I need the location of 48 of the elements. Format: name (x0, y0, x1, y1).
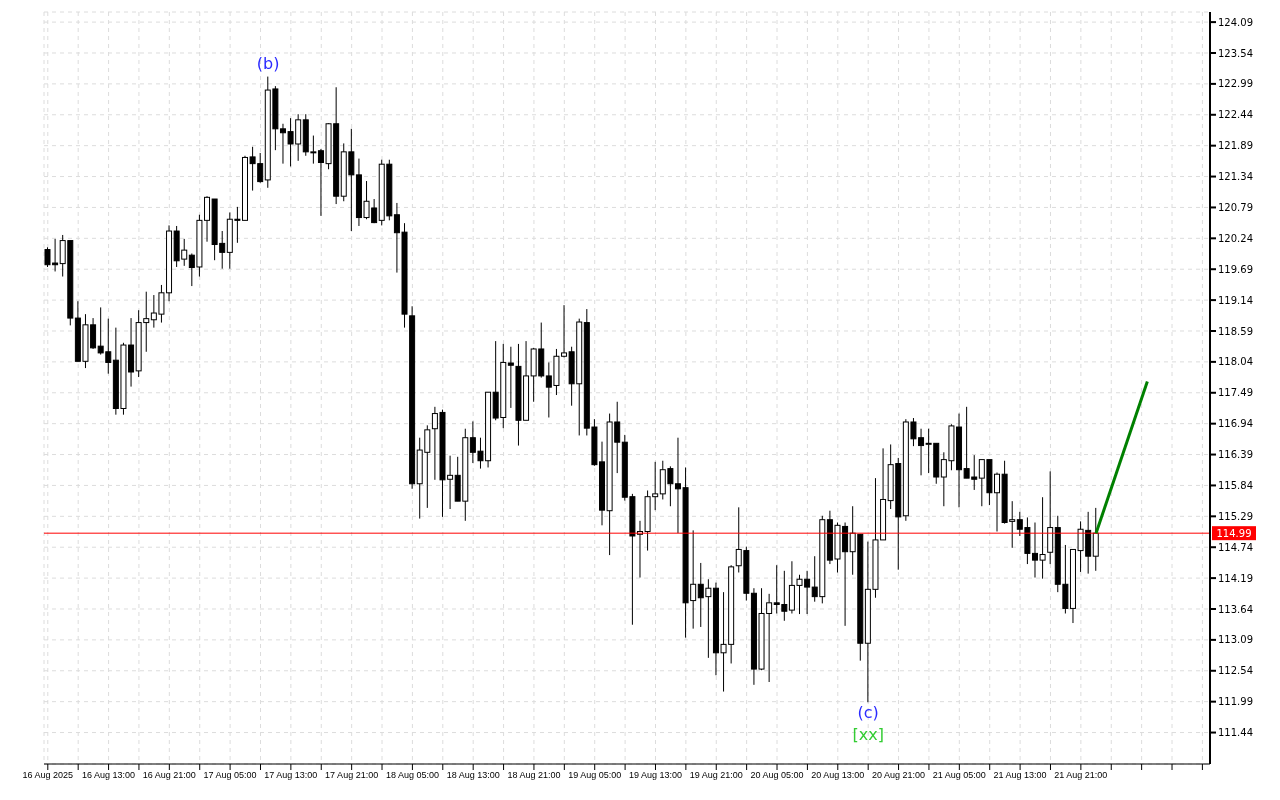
ref-line-label: 114.99 (1216, 527, 1252, 539)
x-tick-label: 21 Aug 21:00 (1054, 770, 1108, 781)
x-tick-label: 19 Aug 05:00 (568, 770, 622, 781)
y-tick-label: 119.69 (1218, 263, 1253, 275)
annotation: (b) (256, 53, 280, 73)
x-tick-label: 18 Aug 05:00 (385, 770, 439, 781)
y-tick-label: 111.99 (1218, 696, 1253, 708)
y-tick-label: 121.89 (1218, 140, 1253, 152)
x-tick-label: 21 Aug 13:00 (993, 770, 1047, 781)
x-tick-label: 17 Aug 21:00 (325, 770, 379, 781)
y-tick-label: 117.49 (1218, 387, 1253, 399)
x-tick-label: 21 Aug 05:00 (932, 770, 986, 781)
y-tick-label: 119.14 (1218, 294, 1253, 306)
y-tick-label: 111.44 (1218, 727, 1253, 739)
y-tick-label: 114.74 (1218, 541, 1253, 553)
y-tick-label: 122.99 (1218, 78, 1253, 90)
y-tick-label: 120.24 (1218, 232, 1253, 244)
y-tick-label: 116.39 (1218, 449, 1253, 461)
y-tick-label: 118.04 (1218, 356, 1253, 368)
x-tick-label: 20 Aug 13:00 (811, 770, 865, 781)
y-tick-label: 112.54 (1218, 665, 1253, 677)
x-tick-label: 19 Aug 13:00 (628, 770, 683, 781)
y-tick-label: 118.59 (1218, 325, 1253, 337)
y-tick-label: 123.54 (1218, 47, 1253, 59)
x-tick-label: 19 Aug 21:00 (689, 770, 743, 781)
y-tick-label: 122.44 (1218, 109, 1253, 121)
x-tick-label: 16 Aug 13:00 (82, 770, 136, 781)
y-tick-label: 124.09 (1218, 16, 1253, 28)
x-tick-label: 16 Aug 21:00 (142, 770, 196, 781)
candlestick (1092, 507, 1099, 572)
y-tick-label: 115.29 (1218, 510, 1253, 522)
annotation: (c) (857, 703, 879, 723)
y-tick-label: 114.19 (1218, 572, 1253, 584)
x-tick-label: 18 Aug 13:00 (446, 770, 500, 781)
annotation: [xx] (852, 725, 884, 745)
y-tick-label: 113.09 (1218, 634, 1253, 646)
y-tick-label: 120.79 (1218, 201, 1253, 213)
y-tick-label: 121.34 (1218, 171, 1253, 183)
x-tick-label: 20 Aug 05:00 (750, 770, 804, 781)
candlestick (507, 346, 514, 409)
y-tick-label: 116.94 (1218, 418, 1253, 430)
x-tick-label: 16 Aug 2025 (22, 770, 74, 781)
y-tick-label: 113.64 (1218, 603, 1253, 615)
y-tick-label: 115.84 (1218, 479, 1253, 491)
x-tick-label: 17 Aug 05:00 (203, 770, 257, 781)
x-tick-label: 18 Aug 21:00 (507, 770, 561, 781)
x-tick-label: 20 Aug 21:00 (872, 770, 926, 781)
x-tick-label: 17 Aug 13:00 (264, 770, 318, 781)
